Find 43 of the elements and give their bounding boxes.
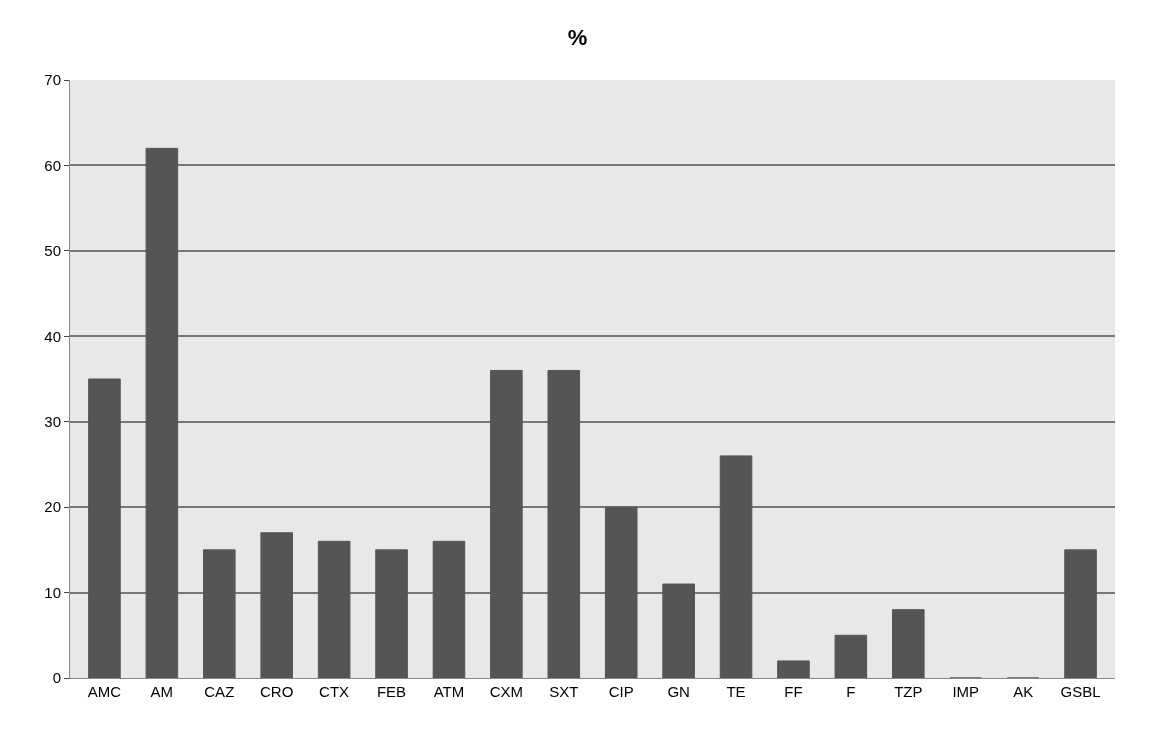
- x-tick-label: CAZ: [204, 683, 235, 700]
- y-tick-label: 60: [44, 156, 61, 174]
- bar: [260, 532, 293, 678]
- y-tick-label: 30: [44, 412, 61, 430]
- x-tick-label: F: [846, 683, 856, 700]
- y-tick-label: 50: [44, 242, 61, 260]
- x-tick-label: ATM: [433, 683, 465, 700]
- bar: [777, 660, 810, 678]
- bar: [547, 369, 581, 678]
- x-tick-label: AMC: [87, 683, 122, 700]
- x-tick-label: IMP: [952, 683, 980, 700]
- y-tick-label: 20: [44, 498, 61, 516]
- x-tick-label: TE: [726, 683, 746, 700]
- x-tick-label: CTX: [319, 683, 350, 700]
- y-tick-label: 70: [44, 71, 61, 89]
- x-tick-label: CIP: [608, 683, 634, 700]
- x-tick-label: FEB: [376, 683, 407, 700]
- bar: [834, 634, 868, 678]
- bar: [88, 378, 121, 678]
- bar: [145, 147, 179, 678]
- x-tick-label: AK: [1013, 683, 1034, 700]
- bar: [375, 549, 408, 678]
- x-tick-label: CRO: [260, 683, 294, 700]
- chart-title: %: [567, 24, 588, 50]
- x-tick-label: CXM: [489, 683, 524, 700]
- y-tick-label: 40: [44, 327, 61, 345]
- y-tick-label: 0: [52, 669, 61, 687]
- x-tick-label: AM: [150, 683, 174, 700]
- bar: [490, 369, 523, 678]
- bar: [719, 455, 753, 678]
- bar: [1064, 549, 1097, 678]
- x-tick-label: GN: [667, 683, 690, 700]
- bar: [432, 540, 466, 678]
- x-tick-label: GSBL: [1060, 683, 1101, 700]
- bar: [203, 549, 236, 678]
- x-tick-label: SXT: [549, 683, 579, 700]
- bar: [604, 506, 638, 678]
- bar: [892, 609, 925, 678]
- x-tick-label: TZP: [894, 683, 923, 700]
- bar: [662, 583, 695, 678]
- x-tick-label: FF: [784, 683, 803, 700]
- bar: [317, 540, 351, 678]
- y-tick-label: 10: [44, 583, 61, 601]
